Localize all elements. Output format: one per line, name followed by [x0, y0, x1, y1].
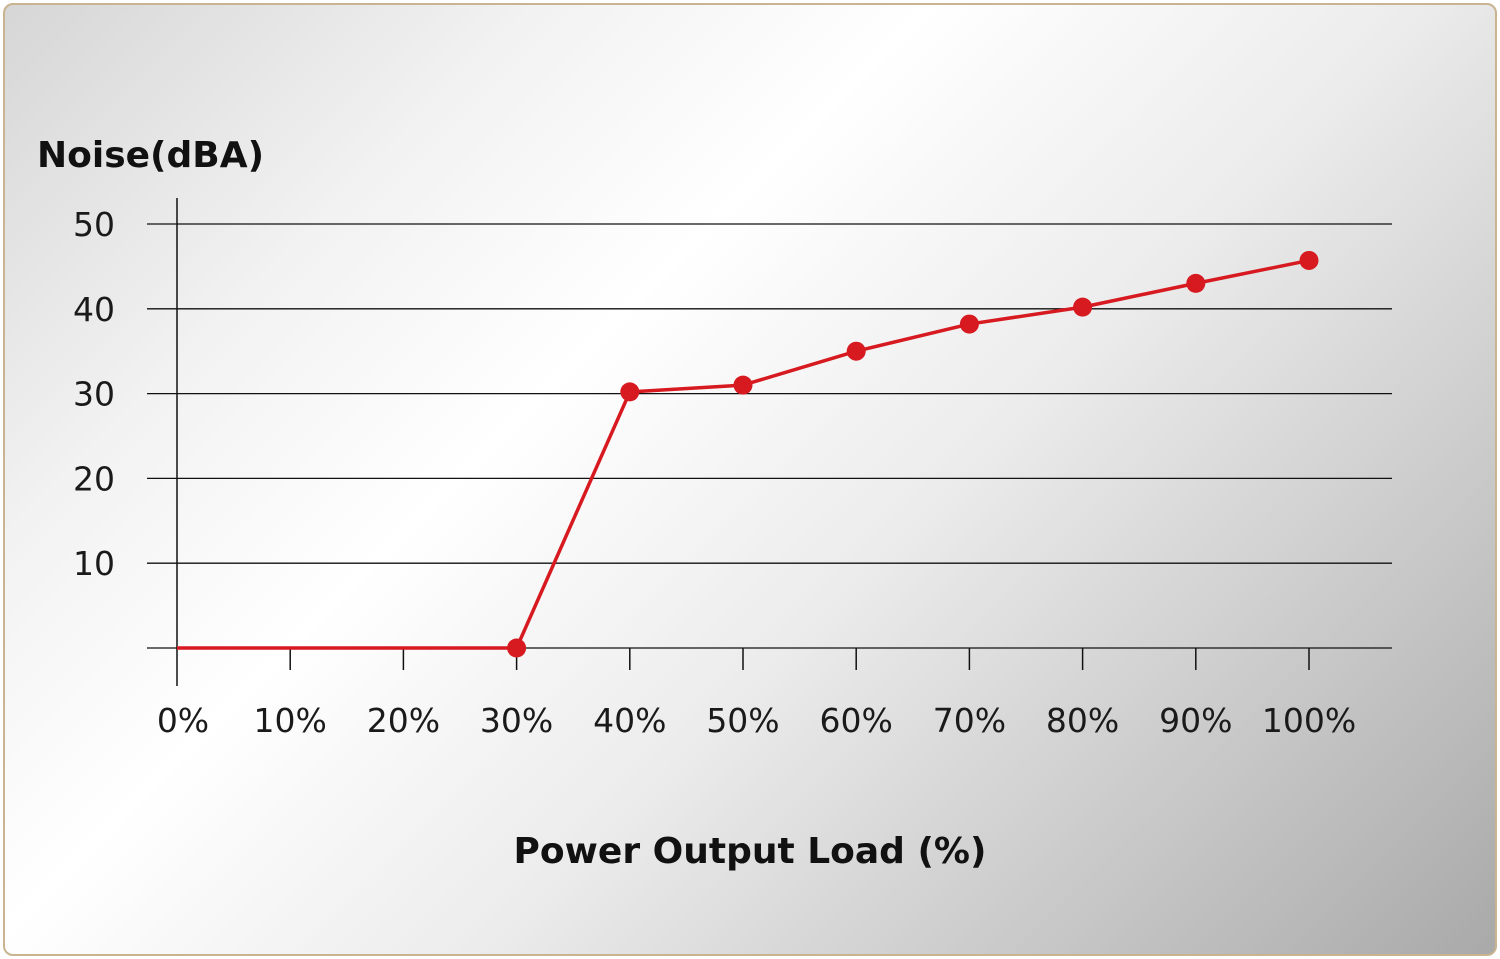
- data-point-70: [959, 314, 979, 334]
- x-tick-label-30: 30%: [480, 701, 553, 740]
- x-axis-label: Power Output Load (%): [514, 831, 987, 872]
- x-tick-label-40: 40%: [593, 701, 666, 740]
- x-tick-label-0: 0%: [157, 701, 209, 740]
- x-tick-labels: 0% 10% 20% 30% 40% 50% 60% 70% 80% 90% 100%: [157, 701, 1356, 740]
- x-tick-label-60: 60%: [820, 701, 893, 740]
- y-tick-labels: 10 20 30 40 50: [73, 205, 115, 583]
- data-point-90: [1186, 273, 1206, 293]
- y-tick-label-20: 20: [73, 459, 115, 498]
- y-axis-label: Noise(dBA): [37, 135, 264, 176]
- data-series: [177, 250, 1319, 658]
- chart-card: 10 20 30 40 50 0% 10% 20% 30% 40% 50% 60% 70% 80% 90%…: [3, 3, 1497, 956]
- data-point-50: [733, 375, 753, 395]
- data-point-40: [620, 382, 640, 402]
- y-tick-label-10: 10: [73, 544, 115, 583]
- x-tick-label-70: 70%: [933, 701, 1006, 740]
- axes: [176, 198, 1310, 686]
- y-tick-label-40: 40: [73, 290, 115, 329]
- x-tick-label-90: 90%: [1159, 701, 1232, 740]
- y-tick-label-30: 30: [73, 375, 115, 414]
- x-tick-label-80: 80%: [1046, 701, 1119, 740]
- data-point-100: [1299, 250, 1319, 270]
- line-chart: 10 20 30 40 50 0% 10% 20% 30% 40% 50% 60% 70% 80% 90%…: [37, 135, 1392, 872]
- x-tick-label-100: 100%: [1262, 701, 1356, 740]
- series-line: [177, 258, 1310, 650]
- data-point-60: [846, 341, 866, 361]
- grid-lines: [147, 223, 1392, 649]
- x-tick-label-50: 50%: [706, 701, 779, 740]
- x-tick-label-10: 10%: [254, 701, 327, 740]
- data-point-30: [507, 638, 527, 658]
- y-tick-label-50: 50: [73, 205, 115, 244]
- data-point-80: [1073, 297, 1093, 317]
- x-tick-label-20: 20%: [367, 701, 440, 740]
